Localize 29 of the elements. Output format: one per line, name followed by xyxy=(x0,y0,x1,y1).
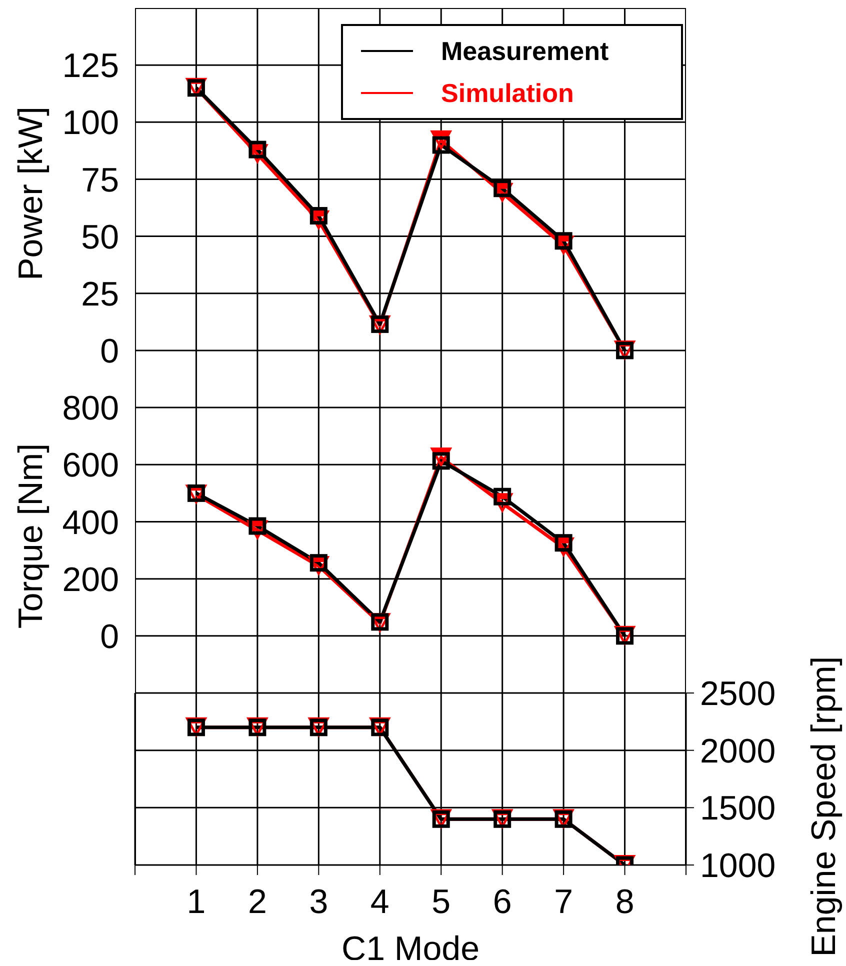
x-tick-label: 7 xyxy=(554,883,574,922)
y-axis-title: Power [kW] xyxy=(12,106,50,280)
y-tick-label: 125 xyxy=(62,47,119,86)
y2-tick-label: 2000 xyxy=(700,732,776,770)
x-tick-label: 5 xyxy=(432,883,451,922)
y2-axis-title: Engine Speed [rpm] xyxy=(805,656,843,957)
y-tick-label: 50 xyxy=(81,218,119,256)
y2-tick-label: 1000 xyxy=(700,847,776,886)
x-tick-label: 8 xyxy=(615,883,634,922)
y2-tick-label: 1500 xyxy=(700,790,776,828)
y-axis-title: Torque [Nm] xyxy=(12,443,50,629)
y-tick-label: 25 xyxy=(81,275,119,314)
y-tick-label: 800 xyxy=(62,390,119,428)
y-tick-label: 75 xyxy=(81,161,119,200)
legend-label: Simulation xyxy=(441,78,574,108)
x-tick-label: 6 xyxy=(492,883,512,922)
y-tick-label: 0 xyxy=(100,618,119,656)
y-tick-label: 200 xyxy=(62,560,119,599)
x-tick-label: 3 xyxy=(309,883,328,922)
y-tick-label: 400 xyxy=(62,504,119,542)
x-tick-label: 1 xyxy=(186,883,206,922)
y-tick-label: 100 xyxy=(62,104,119,142)
x-tick-label: 4 xyxy=(370,883,390,922)
legend-label: Measurement xyxy=(441,36,609,66)
y2-tick-label: 2500 xyxy=(700,675,776,714)
x-tick-label: 2 xyxy=(248,883,267,922)
point xyxy=(554,232,572,250)
y-tick-label: 600 xyxy=(62,446,119,485)
y-tick-label: 0 xyxy=(100,332,119,371)
